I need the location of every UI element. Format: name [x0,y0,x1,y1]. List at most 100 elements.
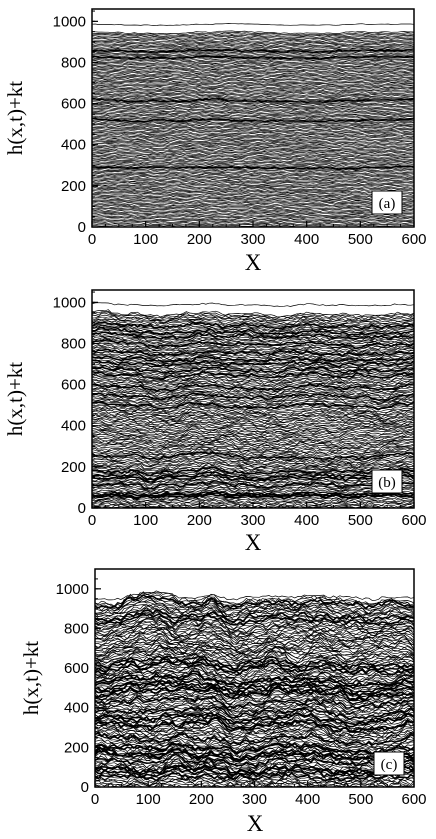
panel-a-profile-line [92,109,414,114]
panel-a-profile-line [92,142,414,146]
panel-b-ylabel: h(x,t)+kt [3,362,27,436]
panel-c-profile-line [95,655,414,670]
panel-b-profile-line [92,325,414,333]
panel-a-profile-line [92,131,414,136]
panel-b-profile-line [92,435,414,442]
panel-b-profile-line [92,390,414,399]
panel-c-profile-line [95,716,414,732]
panel-b-profile-line [92,463,414,472]
panel-a-profile-line [92,59,414,64]
panel-a-profile-line [92,146,414,151]
panel-b-xtick-labels: 0 100 200 300 400 500 600 [88,512,427,529]
panel-b-profile-line [92,412,414,422]
panel-c-profile-line [95,763,414,775]
panel-a-profile-line [92,61,414,66]
panel-a-profile-line [92,119,414,124]
panel-b-profile-line [92,332,414,341]
panel-c-profile-line [95,627,414,642]
panel-c-profile-line [95,750,414,763]
panel-a-profile-line [92,136,414,141]
panel-b-profile-line [92,320,414,328]
panel-c-profile-line [95,720,414,733]
panel-a-profile-line [92,186,414,191]
panel-c-profile-line [95,690,414,705]
panel-b-profile-line [92,495,414,501]
panel-b-profile-line [92,373,414,382]
panel-a-profile-line [92,127,414,132]
panel-a-profile-line [92,97,414,104]
panel-b-profile-line [92,423,414,432]
panel-b-profile-line [92,387,414,397]
panel-b-profile-line [92,435,414,444]
panel-b-profile-line [92,454,414,463]
panel-a-profile-line [92,171,414,175]
panel-a-profile-line [92,89,414,94]
panel-b-profile-line [92,347,414,355]
panel-b-profile-line [92,421,414,429]
panel-a-profile-line [92,132,414,137]
panel-b-profile-line [92,408,414,416]
panel-b-profile-line [92,446,414,455]
panel-a-profile-line [92,184,414,188]
panel-b-profile-line [92,359,414,368]
panel-a-profile-line [92,110,414,115]
panel-b-profile-line [92,344,414,354]
panel-c-ytick-label: 0 [81,779,89,796]
panel-b-profile-line [92,492,414,499]
panel-a-tag-text: (a) [379,196,396,212]
panel-a-profile-line [92,102,414,107]
panel-c-profile-line [95,712,414,726]
panel-b-xtick-label: 600 [401,512,426,529]
panel-c-profiles [95,590,414,787]
panel-a-profile-line [92,152,414,158]
panel-b-profile-line [92,476,414,486]
panel-a-xtick-label: 500 [348,231,373,248]
panel-a-profile-line [92,189,414,194]
panel-c-profile-line [95,762,414,774]
panel-b-xtick-label: 400 [294,512,319,529]
panel-a-profile-line [92,176,414,180]
panel-a-profile-line [92,113,414,118]
panel-a-profile-line [92,45,414,49]
panel-b-profile-line [92,314,414,322]
panel-b-profile-line [92,328,414,337]
panel-c-profile-line [95,714,414,728]
panel-b-profile-line [92,486,414,494]
panel-b-ytick-label: 800 [61,335,86,352]
panel-a-profile-line [92,42,414,46]
panel-b-profile-line [92,459,414,468]
panel-b-profile-line [92,462,414,471]
panel-a-xtick-label: 600 [401,231,426,248]
panel-c-profile-line [95,729,414,744]
panel-c-profile-line [95,628,414,644]
panel-b-profile-line [92,339,414,350]
panel-b-profile-line [92,443,414,453]
panel-c-profile-line [95,689,414,702]
panel-a-profile-line [92,156,414,161]
panel-b-profile-line [92,497,414,502]
panel-b-profile-line [92,368,414,377]
panel-a-profile-line [92,162,414,167]
panel-a-profile-line [92,51,414,56]
panel-a-profile-line [92,172,414,177]
panel-a-profile-line [92,50,414,55]
panel-a-profile-line [92,209,414,213]
panel-a-profile-line [92,56,414,61]
panel-a-profile-line [92,47,414,52]
panel-b-profiles [92,302,414,508]
panel-c-profile-line [95,674,414,691]
panel-c-profile-line [95,667,414,686]
panel-a-profile-line [92,38,414,43]
panel-a-profile-line [92,95,414,100]
panel-b-xtick-label: 300 [240,512,265,529]
panel-a-profile-line [92,31,414,36]
panel-c-xtick-label: 100 [136,791,161,808]
panel-a-profile-line [92,182,414,187]
panel-a-profile-line [92,130,414,135]
panel-a-profile-line [92,150,414,155]
panel-b-profile-line [92,312,414,321]
panel-a-ytick-label: 400 [61,137,86,154]
panel-b-profile-line [92,354,414,362]
